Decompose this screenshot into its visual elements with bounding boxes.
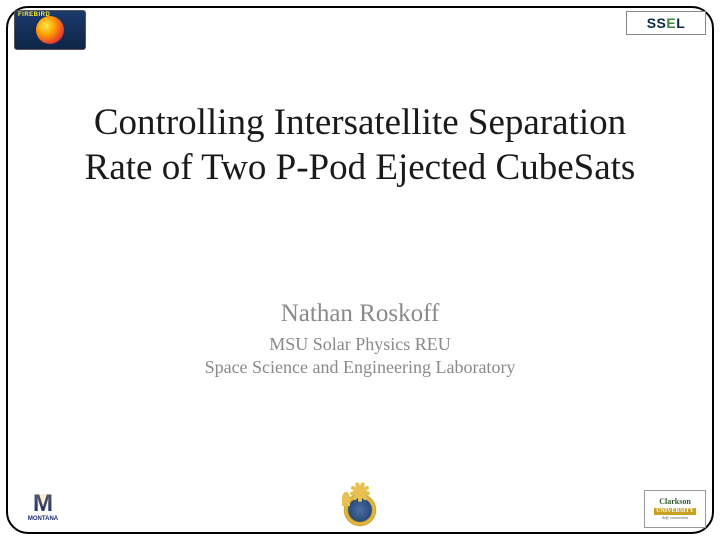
affiliation-1: MSU Solar Physics REU — [60, 334, 660, 355]
nsf-logo — [342, 492, 378, 528]
clarkson-name: Clarkson — [659, 498, 691, 507]
subtitle-block: Nathan Roskoff MSU Solar Physics REU Spa… — [0, 300, 720, 378]
ssel-logo: SSEL — [626, 11, 706, 35]
ssel-text-suffix: L — [676, 15, 685, 31]
clarkson-univ: UNIVERSITY — [654, 508, 696, 515]
slide-frame — [6, 6, 714, 534]
clarkson-logo: Clarkson UNIVERSITY defy convention — [644, 490, 706, 528]
firebird-icon — [36, 16, 64, 44]
ssel-text-prefix: SS — [647, 15, 667, 31]
ssel-text-green: E — [666, 15, 676, 31]
montana-letter: M — [33, 492, 53, 516]
nsf-badge-icon — [342, 492, 378, 528]
title-block: Controlling Intersatellite Separation Ra… — [0, 100, 720, 190]
montana-state-logo: M MONTANA — [16, 486, 70, 528]
clarkson-tag: defy convention — [662, 516, 688, 520]
slide-title: Controlling Intersatellite Separation Ra… — [60, 100, 660, 190]
author-name: Nathan Roskoff — [60, 300, 660, 328]
affiliation-2: Space Science and Engineering Laboratory — [60, 357, 660, 378]
firebird-logo: FIREBIRD — [14, 10, 86, 50]
